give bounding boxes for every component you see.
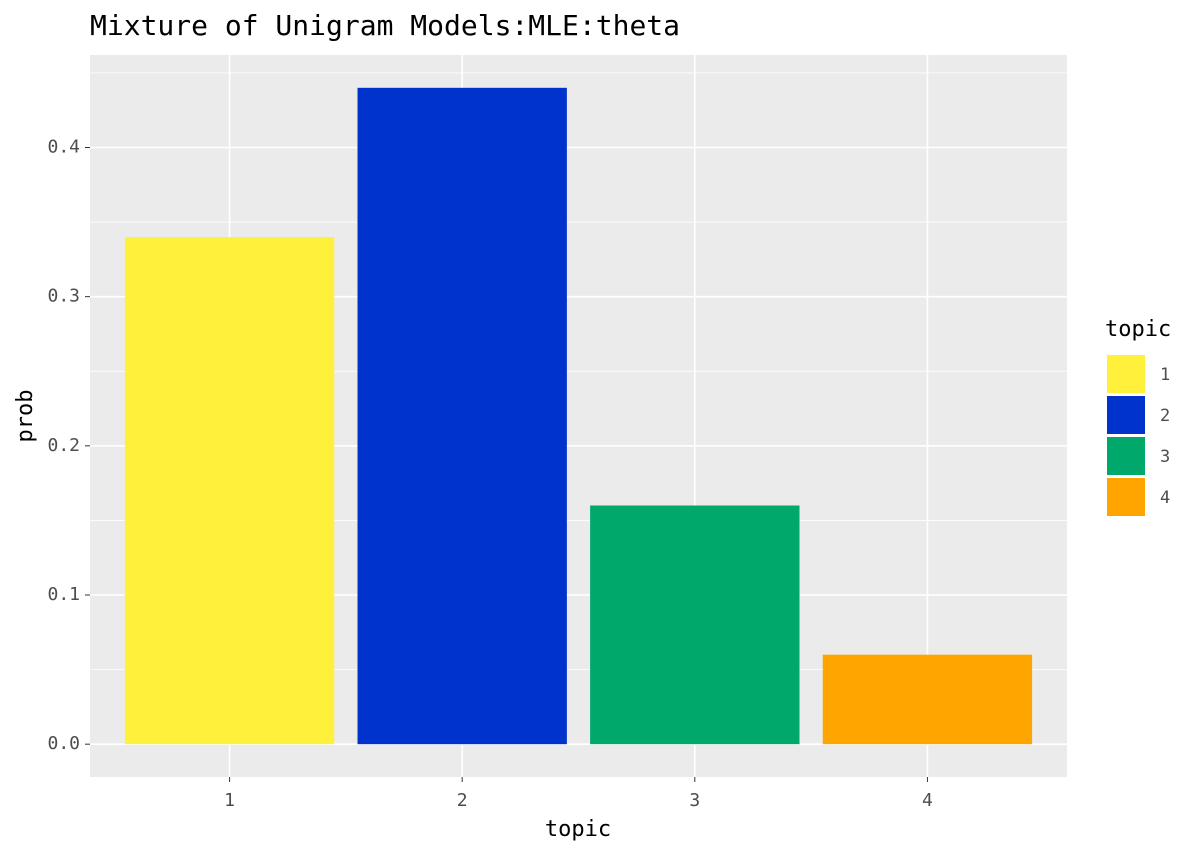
chart-title: Mixture of Unigram Models:MLE:theta <box>90 9 680 42</box>
legend-key <box>1107 355 1145 393</box>
y-axis-label: prob <box>13 390 38 443</box>
bar <box>357 87 567 745</box>
y-tick-label: 0.3 <box>47 286 80 307</box>
legend-label: 1 <box>1160 365 1170 385</box>
legend-key <box>1107 396 1145 434</box>
bar <box>590 505 800 745</box>
y-tick-label: 0.0 <box>47 733 80 754</box>
legend-title: topic <box>1105 317 1171 342</box>
y-tick-label: 0.1 <box>47 584 80 605</box>
x-axis-label: topic <box>545 817 611 842</box>
legend-label: 3 <box>1160 447 1170 467</box>
y-tick-label: 0.2 <box>47 435 80 456</box>
x-tick-label: 1 <box>224 790 235 811</box>
bar <box>822 654 1033 745</box>
y-tick-label: 0.4 <box>47 136 80 157</box>
x-tick-label: 3 <box>689 790 700 811</box>
legend-key <box>1107 478 1145 516</box>
x-tick-label: 4 <box>922 790 933 811</box>
legend-label: 2 <box>1160 406 1170 426</box>
x-tick-label: 2 <box>457 790 468 811</box>
legend-label: 4 <box>1160 488 1170 508</box>
legend-key <box>1107 437 1145 475</box>
bar <box>124 236 335 745</box>
